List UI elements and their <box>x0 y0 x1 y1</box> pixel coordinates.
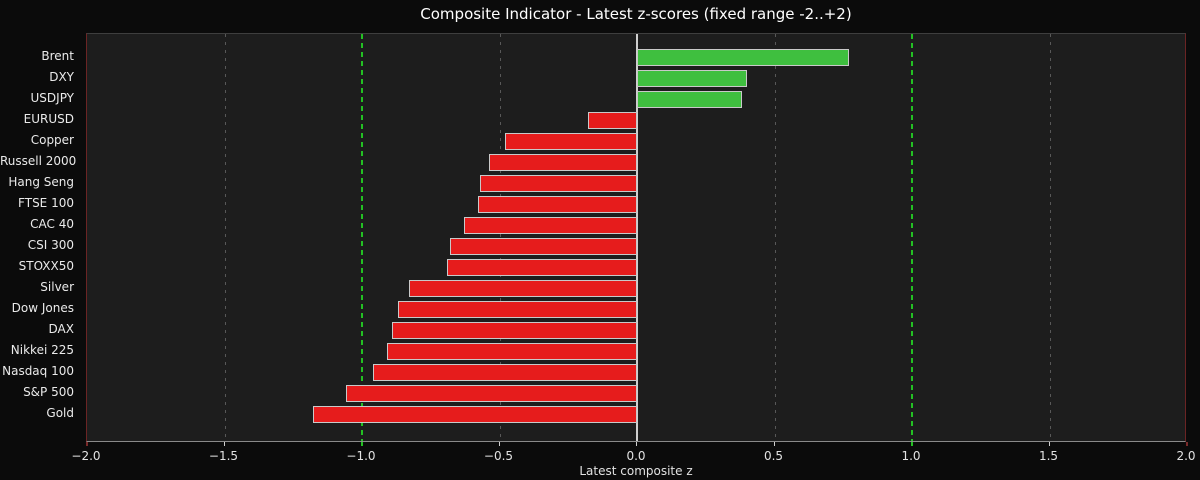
gridline--1.5 <box>224 34 226 441</box>
x-tick-1 <box>911 442 913 446</box>
bar-nikkei-225 <box>386 342 637 360</box>
y-tick-label-csi-300: CSI 300 <box>27 238 74 252</box>
bar-copper <box>505 132 637 150</box>
x-tick-label-0: 0.0 <box>626 449 646 463</box>
bar-s-p-500 <box>345 384 637 402</box>
x-tick--1.5 <box>223 442 225 446</box>
bar-usdjpy <box>637 90 742 108</box>
bar-russell-2000 <box>488 153 637 171</box>
x-tick-label--0.5: −0.5 <box>483 449 514 463</box>
x-tick-label--2: −2.0 <box>71 449 101 463</box>
y-tick-label-dxy: DXY <box>49 70 74 84</box>
x-tick-2 <box>1186 442 1188 446</box>
x-tick-label-0.5: 0.5 <box>763 449 784 463</box>
threshold-line-1 <box>911 34 913 441</box>
bar-eurusd <box>587 111 637 129</box>
zero-line <box>636 34 638 441</box>
y-tick-label-brent: Brent <box>41 49 74 63</box>
plot-area <box>86 33 1186 442</box>
y-axis-labels: Brent DXY USDJPY EURUSD Copper Russell 2000 Ha… <box>0 0 80 480</box>
y-tick-label-ftse-100: FTSE 100 <box>18 196 74 210</box>
y-tick-label-silver: Silver <box>40 280 74 294</box>
y-tick-label-gold: Gold <box>46 406 74 420</box>
y-tick-label-eurusd: EURUSD <box>23 112 74 126</box>
bar-cac-40 <box>463 216 637 234</box>
bar-csi-300 <box>450 237 637 255</box>
chart-title: Composite Indicator - Latest z-scores (f… <box>420 5 852 23</box>
x-tick-0 <box>636 442 637 446</box>
x-tick--0.5 <box>498 442 500 446</box>
y-tick-label-hang-seng: Hang Seng <box>8 175 74 189</box>
y-tick-label-usdjpy: USDJPY <box>30 91 74 105</box>
y-tick-label-nikkei-225: Nikkei 225 <box>10 343 74 357</box>
y-tick-label-dow-jones: Dow Jones <box>11 301 74 315</box>
bar-hang-seng <box>480 174 637 192</box>
y-tick-label-nasdaq-100: Nasdaq 100 <box>2 364 74 378</box>
x-tick-1.5 <box>1048 442 1050 446</box>
bar-dxy <box>637 69 747 87</box>
bar-nasdaq-100 <box>373 363 637 381</box>
y-tick-label-copper: Copper <box>30 133 74 147</box>
y-tick-label-s-p-500: S&P 500 <box>23 385 74 399</box>
bar-dow-jones <box>397 300 637 318</box>
y-tick-label-dax: DAX <box>48 322 74 336</box>
x-tick--1 <box>361 442 363 446</box>
bar-stoxx50 <box>447 258 637 276</box>
bar-brent <box>637 48 849 66</box>
gridline-0.5 <box>774 34 776 441</box>
y-tick-label-cac-40: CAC 40 <box>30 217 74 231</box>
bar-silver <box>408 279 637 297</box>
x-tick-label--1: −1.0 <box>346 449 376 463</box>
x-tick--2 <box>86 442 88 446</box>
y-tick-label-russell-2000: Russell 2000 <box>0 154 77 168</box>
y-tick-label-stoxx50: STOXX50 <box>18 259 74 273</box>
x-tick-label-2: 2.0 <box>1176 449 1196 463</box>
x-tick-label--1.5: −1.5 <box>208 449 239 463</box>
bar-gold <box>312 405 637 423</box>
bar-ftse-100 <box>477 195 637 213</box>
x-tick-label-1.5: 1.5 <box>1038 449 1059 463</box>
x-tick-0.5 <box>773 442 775 446</box>
x-axis-label: Latest composite z <box>579 464 693 478</box>
threshold-line--1 <box>361 34 363 441</box>
x-tick-label-1: 1.0 <box>901 449 921 463</box>
bar-dax <box>392 321 637 339</box>
gridline-1.5 <box>1049 34 1051 441</box>
